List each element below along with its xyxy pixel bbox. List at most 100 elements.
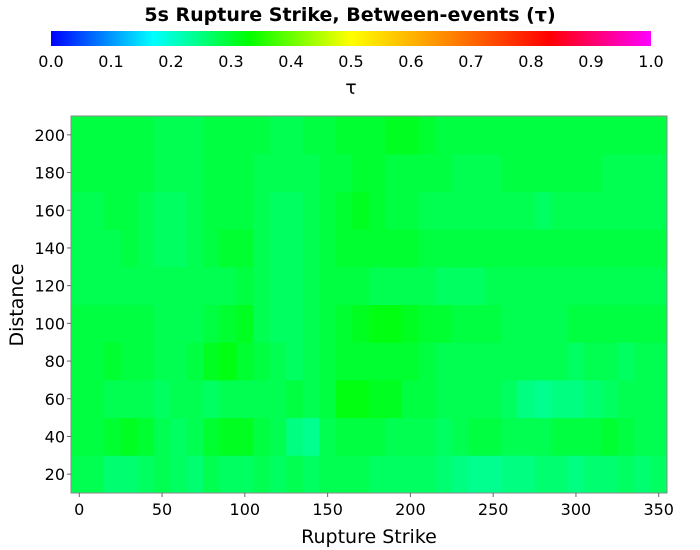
heatmap-cell (600, 304, 618, 343)
heatmap-cell (617, 191, 635, 230)
heatmap-cell (501, 455, 519, 494)
heatmap-cell (435, 191, 453, 230)
heatmap-cell (71, 266, 89, 305)
x-axis-ticks: 0 50 100 150 200 250 300 350 (74, 493, 674, 519)
heatmap-cell (137, 191, 155, 230)
heatmap-cell (87, 455, 105, 494)
heatmap-cell (484, 153, 502, 192)
heatmap-cell (600, 229, 618, 268)
heatmap-cell (402, 153, 420, 192)
heatmap-cell (319, 266, 337, 305)
heatmap-cell (71, 417, 89, 456)
heatmap-cell (468, 191, 486, 230)
heatmap-cell (584, 304, 602, 343)
heatmap-cells (71, 116, 668, 494)
heatmap-cell (220, 379, 238, 419)
heatmap-cell (518, 191, 536, 230)
heatmap-cell (369, 191, 387, 230)
chart-title: 5s Rupture Strike, Between-events (τ) (144, 4, 555, 26)
heatmap-cell (650, 304, 668, 343)
heatmap-cell (451, 153, 469, 192)
colorbar-tick-label: 0.8 (518, 52, 543, 71)
heatmap-cell (534, 191, 552, 230)
heatmap-cell (352, 116, 370, 155)
heatmap-cell (418, 191, 436, 230)
heatmap-cell (186, 342, 204, 381)
heatmap-cell (567, 342, 585, 381)
heatmap-cell (120, 455, 138, 494)
heatmap-cell (104, 379, 122, 419)
heatmap-cell (369, 116, 387, 155)
heatmap-cell (451, 342, 469, 381)
heatmap-cell (104, 342, 122, 381)
heatmap-cell (633, 266, 651, 305)
heatmap-cell (650, 116, 668, 155)
heatmap-cell (600, 342, 618, 381)
heatmap-cell (153, 417, 171, 456)
y-tick-label: 120 (34, 277, 65, 296)
heatmap-cell (551, 191, 569, 230)
heatmap-cell (87, 417, 105, 456)
heatmap-cell (319, 379, 337, 419)
heatmap-cell (385, 304, 403, 343)
heatmap-cell (633, 116, 651, 155)
y-tick-label: 200 (34, 126, 65, 145)
heatmap-cell (551, 455, 569, 494)
heatmap-cell (87, 191, 105, 230)
heatmap-cell (484, 455, 502, 494)
heatmap-cell (120, 229, 138, 268)
heatmap-cell (87, 304, 105, 343)
heatmap-cell (319, 191, 337, 230)
heatmap-cell (418, 304, 436, 343)
heatmap-cell (584, 417, 602, 456)
heatmap-cell (104, 153, 122, 192)
colorbar-tick-label: 0.3 (218, 52, 243, 71)
heatmap-cell (501, 379, 519, 419)
heatmap-cell (286, 229, 304, 268)
heatmap-cell (203, 304, 221, 343)
heatmap-cell (650, 191, 668, 230)
colorbar-tick-label: 0.1 (98, 52, 123, 71)
heatmap-cell (468, 153, 486, 192)
heatmap-cell (236, 304, 254, 343)
heatmap-cell (269, 379, 287, 419)
heatmap-cell (153, 266, 171, 305)
heatmap-cell (203, 455, 221, 494)
heatmap-cell (551, 116, 569, 155)
heatmap-cell (104, 116, 122, 155)
heatmap-cell (71, 191, 89, 230)
heatmap-cell (302, 304, 320, 343)
heatmap-cell (87, 342, 105, 381)
heatmap-cell (369, 153, 387, 192)
heatmap-cell (518, 417, 536, 456)
heatmap-cell (402, 229, 420, 268)
heatmap-cell (352, 153, 370, 192)
colorbar-ticks: 0.0 0.1 0.2 0.3 0.4 0.5 0.6 0.7 0.8 0.9 1.0 (38, 52, 663, 71)
heatmap-cell (104, 266, 122, 305)
heatmap-cell (220, 229, 238, 268)
heatmap-cell (551, 229, 569, 268)
heatmap-cell (352, 455, 370, 494)
heatmap-cell (203, 153, 221, 192)
heatmap-cell (617, 116, 635, 155)
heatmap-cell (468, 417, 486, 456)
heatmap-cell (170, 455, 188, 494)
heatmap-cell (600, 191, 618, 230)
heatmap-cell (253, 266, 271, 305)
heatmap-cell (137, 417, 155, 456)
heatmap-cell (385, 342, 403, 381)
heatmap-cell (418, 417, 436, 456)
colorbar-tick-label: 0.6 (398, 52, 423, 71)
heatmap-cell (468, 379, 486, 419)
heatmap-cell (369, 266, 387, 305)
heatmap-cell (468, 266, 486, 305)
heatmap-cell (120, 191, 138, 230)
heatmap-cell (269, 304, 287, 343)
heatmap-cell (567, 379, 585, 419)
y-tick-label: 140 (34, 239, 65, 258)
heatmap-cell (435, 379, 453, 419)
y-tick-label: 80 (45, 352, 65, 371)
heatmap-cell (352, 417, 370, 456)
heatmap-cell (501, 116, 519, 155)
heatmap-cell (220, 304, 238, 343)
